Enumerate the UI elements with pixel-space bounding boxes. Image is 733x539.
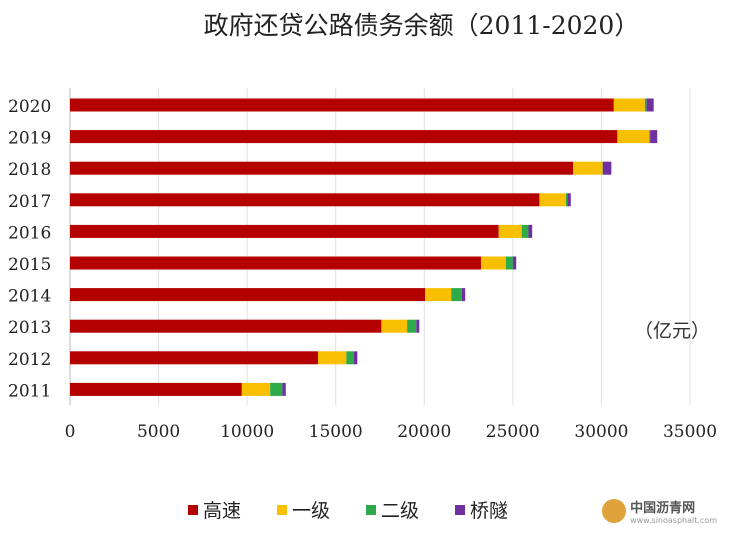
bar-segment-桥隧	[602, 161, 612, 175]
y-tick-label: 2012	[8, 350, 51, 370]
legend-swatch	[277, 504, 288, 515]
legend-swatch	[188, 504, 198, 515]
bar-segment-桥隧	[416, 319, 420, 333]
bar-segment-桥隧	[646, 98, 654, 112]
bar-segment-二级	[270, 382, 283, 396]
x-tick-label: 10000	[220, 422, 274, 442]
legend-swatch	[455, 504, 466, 515]
bar-segment-一级	[241, 382, 271, 396]
bar-segment-一级	[573, 161, 603, 175]
y-tick-label: 2011	[8, 381, 51, 401]
bar-segment-桥隧	[461, 288, 466, 302]
bar-segment-高速	[70, 161, 574, 175]
bar-segment-桥隧	[528, 224, 533, 238]
bar-segment-高速	[70, 288, 426, 302]
bar-segment-高速	[70, 193, 540, 207]
watermark-logo: 中国沥青网 www.sinoasphalt.com	[602, 497, 717, 525]
bar-segment-高速	[70, 98, 614, 112]
bar-segment-二级	[505, 256, 513, 270]
bar-segment-二级	[346, 351, 354, 365]
legend-item: 二级	[366, 496, 419, 523]
bar-segment-一级	[381, 319, 408, 333]
legend-item: 高速	[188, 496, 241, 523]
y-tick-label: 2016	[8, 223, 51, 243]
x-tick-label: 20000	[397, 422, 451, 442]
bar-segment-高速	[70, 319, 382, 333]
bar-segment-桥隧	[567, 193, 571, 207]
watermark-text: 中国沥青网	[630, 501, 696, 516]
y-tick-label: 2017	[8, 192, 51, 212]
bar-segment-高速	[70, 130, 618, 144]
legend: 高速 一级 二级 桥隧	[188, 496, 508, 523]
bar-segment-一级	[318, 351, 347, 365]
x-tick-label: 5000	[137, 422, 180, 442]
x-tick-label: 25000	[486, 422, 540, 442]
bar-segment-桥隧	[650, 130, 658, 144]
x-tick-label: 35000	[663, 422, 717, 442]
bar-segment-桥隧	[512, 256, 517, 270]
legend-swatch	[366, 504, 377, 515]
legend-label: 二级	[381, 500, 420, 522]
bar-segment-高速	[70, 256, 481, 270]
bar-segment-二级	[644, 98, 647, 112]
bar-segment-一级	[425, 288, 452, 302]
x-tick-label: 0	[65, 422, 76, 442]
bar-segment-一级	[617, 130, 650, 144]
bar-segment-高速	[70, 351, 318, 365]
x-tick-label: 15000	[309, 422, 363, 442]
bar-segment-桥隧	[282, 382, 286, 396]
bar-segment-高速	[70, 224, 499, 238]
legend-item: 桥隧	[455, 496, 508, 523]
legend-label: 一级	[292, 500, 331, 522]
logo-icon	[602, 499, 627, 523]
y-tick-label: 2018	[8, 160, 51, 180]
bar-segment-一级	[539, 193, 566, 207]
bar-segment-二级	[521, 224, 529, 238]
bar-segment-二级	[407, 319, 417, 333]
x-tick-label: 30000	[574, 422, 628, 442]
bar-segment-高速	[70, 382, 242, 396]
legend-label: 桥隧	[470, 500, 509, 522]
y-tick-label: 2019	[8, 129, 51, 149]
y-tick-label: 2020	[8, 97, 51, 117]
bar-segment-二级	[451, 288, 462, 302]
unit-label: （亿元）	[634, 320, 711, 342]
y-tick-label: 2014	[8, 287, 51, 307]
y-tick-label: 2013	[8, 318, 51, 338]
legend-item: 一级	[277, 496, 330, 523]
watermark-url: www.sinoasphalt.com	[630, 516, 717, 525]
chart-title: 政府还贷公路债务余额（2011-2020）	[203, 11, 640, 40]
bar-segment-一级	[480, 256, 506, 270]
bar-segment-桥隧	[353, 351, 358, 365]
legend-label: 高速	[203, 500, 242, 522]
bar-segment-二级	[566, 193, 568, 207]
y-tick-label: 2015	[8, 255, 51, 275]
bar-segment-一级	[498, 224, 522, 238]
bar-segment-一级	[613, 98, 645, 112]
bar-segment-二级	[649, 130, 651, 144]
